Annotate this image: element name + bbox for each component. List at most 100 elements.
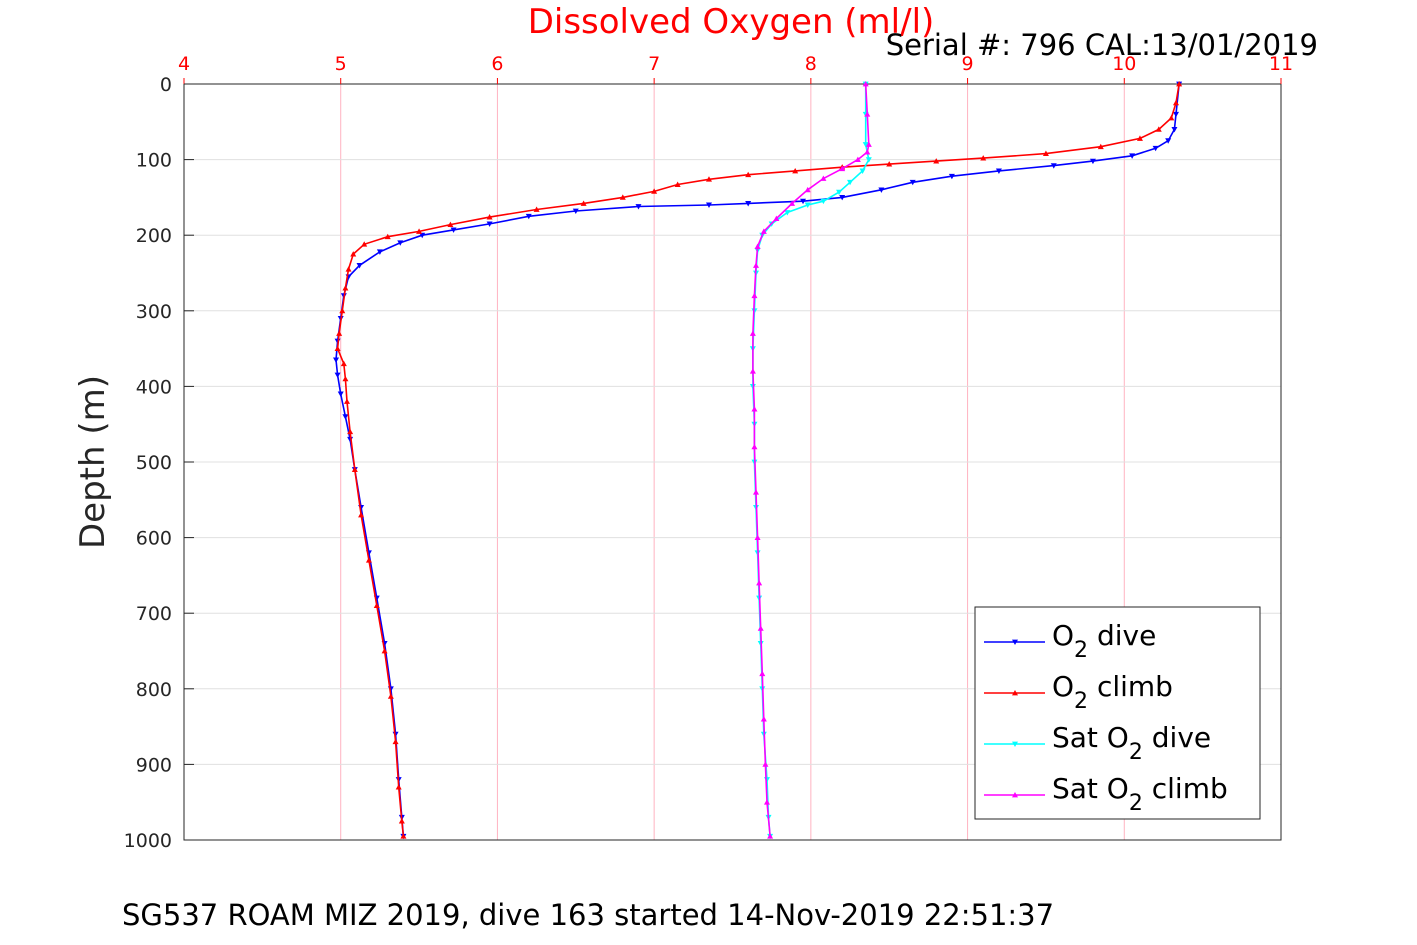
data-point (865, 157, 872, 163)
data-point (1155, 126, 1162, 132)
legend-label-rest: dive (1143, 721, 1211, 754)
data-point (865, 141, 872, 147)
data-point (1136, 135, 1143, 141)
data-point (705, 202, 712, 208)
series-line (335, 83, 1180, 837)
legend-item: O2 dive (984, 619, 1156, 663)
footer-caption: SG537 ROAM MIZ 2019, dive 163 started 14… (122, 898, 1055, 932)
data-point (763, 799, 770, 805)
data-point (751, 292, 758, 299)
x-tick-label: 6 (491, 53, 503, 75)
x-tick-label: 9 (962, 53, 974, 75)
data-point (1165, 138, 1172, 144)
data-point (345, 266, 352, 272)
data-point (533, 206, 540, 212)
legend-item: Sat O2 climb (984, 772, 1228, 816)
data-point (749, 368, 756, 374)
data-point (854, 156, 861, 162)
data-point (1168, 115, 1175, 121)
data-point (1176, 81, 1183, 87)
data-point (767, 833, 774, 839)
data-point (1152, 145, 1159, 152)
data-point (760, 716, 767, 722)
x-tick-label: 4 (178, 53, 190, 75)
data-point (580, 200, 587, 206)
data-point (862, 142, 869, 148)
data-point (933, 158, 940, 164)
data-point (387, 693, 394, 699)
y-tick-label: 400 (136, 376, 172, 398)
y-tick-label: 100 (136, 150, 172, 172)
data-point (757, 625, 764, 631)
data-point (859, 168, 866, 174)
data-point (572, 208, 579, 215)
data-point (395, 784, 402, 790)
data-point (800, 198, 807, 205)
data-point (909, 179, 916, 186)
y-tick-label: 900 (136, 754, 172, 776)
y-axis-label: Depth (m) (73, 375, 113, 549)
series-line (336, 83, 1180, 837)
y-tick-label: 600 (136, 528, 172, 550)
legend-label-base: O (1052, 619, 1074, 652)
data-point (759, 670, 766, 677)
data-point (486, 214, 493, 220)
x-tick-label: 7 (648, 53, 660, 75)
data-point (995, 168, 1002, 174)
data-point (792, 167, 799, 174)
data-point (397, 240, 404, 246)
data-point (373, 602, 380, 609)
data-point (635, 204, 642, 210)
x-tick-label: 11 (1269, 53, 1293, 75)
data-point (347, 428, 354, 435)
data-point (948, 173, 955, 180)
legend-item: Sat O2 dive (984, 721, 1211, 765)
axis-ticks: 4 5 6 7 8 9 10 11 0 100 200 300 400 500 600 700 800 900 10… (124, 53, 1293, 852)
legend-swatch-marker (1012, 741, 1018, 747)
data-point (384, 233, 391, 240)
data-point (753, 262, 760, 268)
legend-label: O2 climb (1052, 670, 1173, 714)
data-point (674, 181, 681, 187)
data-point (763, 777, 770, 783)
data-point (789, 200, 796, 206)
data-point (350, 251, 357, 257)
x-tick-label: 5 (335, 53, 347, 75)
data-point (336, 330, 343, 336)
data-point (804, 202, 811, 208)
data-point (416, 228, 423, 234)
data-point (1129, 153, 1136, 159)
data-point (381, 648, 388, 654)
legend-label-subscript: 2 (1129, 740, 1143, 765)
legend-label-subscript: 2 (1074, 689, 1088, 714)
data-point (333, 357, 340, 363)
y-tick-label: 500 (136, 452, 172, 474)
y-tick-label: 300 (136, 301, 172, 323)
data-point (820, 198, 827, 205)
legend-label-rest: climb (1088, 670, 1173, 703)
data-point (839, 195, 846, 201)
legend-swatch-marker (1012, 792, 1018, 798)
data-point (862, 81, 869, 87)
data-point (398, 818, 405, 824)
data-point (342, 375, 349, 382)
data-point (447, 221, 454, 228)
data-point (751, 406, 758, 412)
grid-lines (183, 83, 1282, 841)
y-tick-label: 700 (136, 603, 172, 625)
data-point (820, 175, 827, 181)
data-point (773, 215, 780, 221)
data-point (351, 466, 358, 472)
legend-item: O2 climb (984, 670, 1173, 714)
data-point (751, 443, 758, 450)
legend-label-rest: dive (1088, 619, 1156, 652)
data-point (756, 579, 763, 586)
data-point (1050, 163, 1057, 169)
data-point (651, 188, 658, 194)
data-point (980, 155, 987, 161)
data-point (1097, 143, 1104, 150)
y-tick-label: 0 (160, 74, 172, 96)
data-point (1171, 126, 1178, 133)
data-series (333, 81, 1183, 840)
